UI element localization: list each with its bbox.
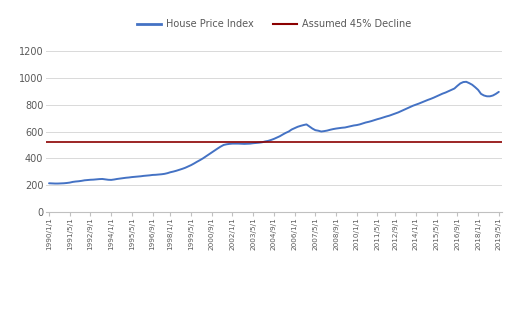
Legend: House Price Index, Assumed 45% Decline: House Price Index, Assumed 45% Decline — [137, 19, 411, 29]
